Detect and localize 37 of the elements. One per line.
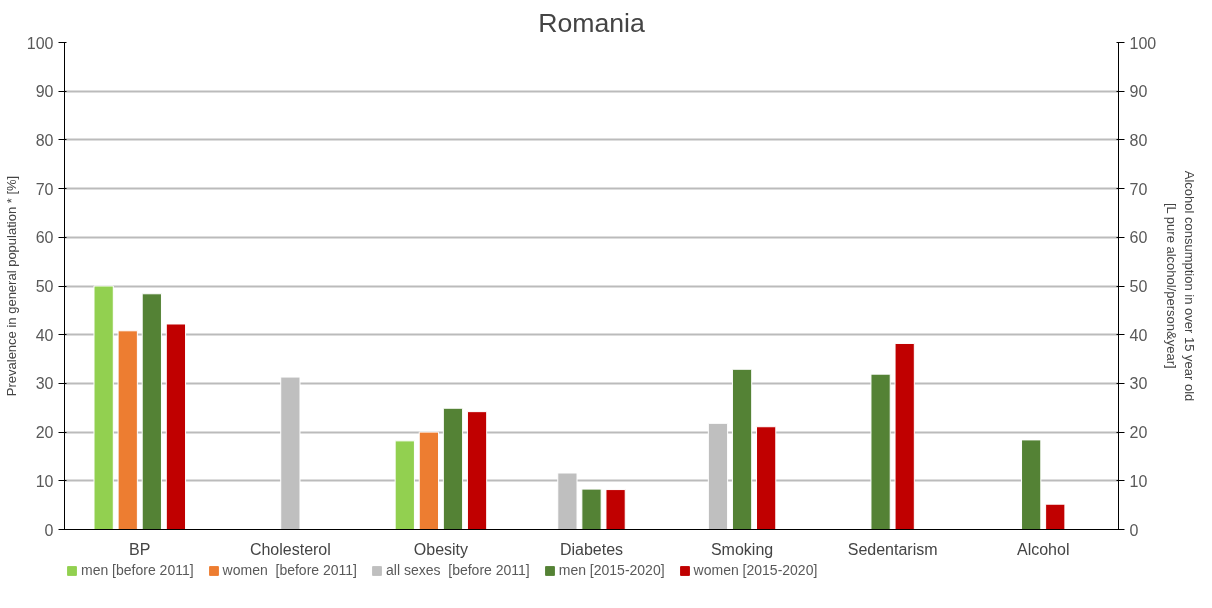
x-tick-label: Sedentarism <box>847 540 938 558</box>
x-tick-label: Obesity <box>413 540 469 558</box>
x-tick-label: Smoking <box>710 540 774 558</box>
y-tick-label: 50 <box>35 278 54 295</box>
x-tick-label: BP <box>129 540 151 558</box>
y-tick-label: 10 <box>35 472 54 490</box>
y2-tick-label: 20 <box>1129 424 1148 442</box>
y2-tick-label: 60 <box>1129 229 1148 247</box>
y2-tick-label: 50 <box>1129 278 1148 295</box>
y-tick-label: 0 <box>44 521 54 539</box>
y-axis-title: Prevalence in general population * [%] <box>3 175 19 397</box>
y2-tick-label: 40 <box>1129 326 1148 344</box>
y-tick-label: 80 <box>35 131 54 149</box>
y-tick-label: 60 <box>35 229 54 247</box>
y-tick-label: 100 <box>26 34 54 52</box>
x-tick-label: Cholesterol <box>249 540 331 558</box>
x-tick-label: Alcohol <box>1016 540 1070 558</box>
y2-tick-label: 90 <box>1129 83 1148 101</box>
legend-label: all sexes [before 2011] <box>386 562 530 578</box>
y2-tick-label: 70 <box>1129 180 1148 198</box>
legend-label: women [2015-2020] <box>693 562 818 578</box>
y-tick-label: 40 <box>35 326 54 344</box>
legend-label: men [before 2011] <box>81 562 194 578</box>
y2-tick-label: 0 <box>1129 521 1139 539</box>
y2-tick-label: 30 <box>1129 375 1148 393</box>
legend-label: men [2015-2020] <box>558 562 665 578</box>
y2-tick-label: 80 <box>1129 131 1148 149</box>
y-tick-label: 30 <box>35 375 54 393</box>
y-tick-label: 90 <box>35 83 54 101</box>
y2-tick-label: 100 <box>1129 34 1157 52</box>
x-tick-label: Diabetes <box>559 540 624 558</box>
y-tick-label: 70 <box>35 180 54 198</box>
y2-tick-label: 10 <box>1129 472 1148 490</box>
chart-title: Romania <box>538 7 646 38</box>
legend-label: women [before 2011] <box>222 562 357 578</box>
y-tick-label: 20 <box>35 424 54 442</box>
y2-axis-title: Alcohol consumption in over 15 year old [L pure alcohol/person&year] <box>1164 170 1198 402</box>
